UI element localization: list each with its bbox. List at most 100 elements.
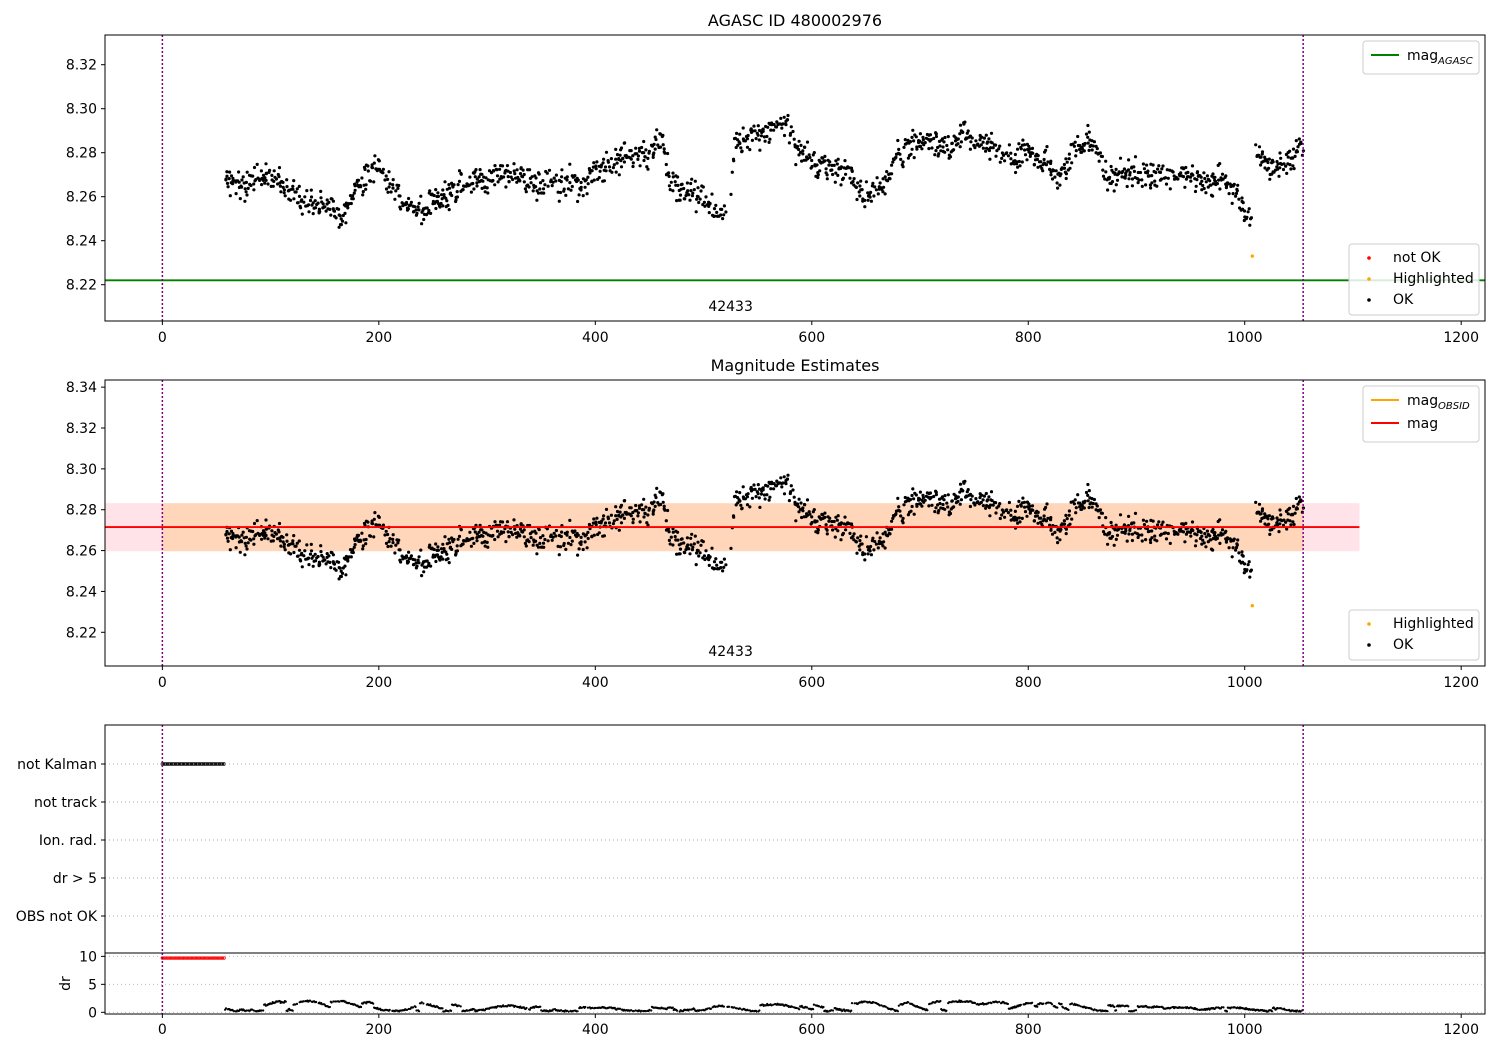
data-point-ok [1019, 504, 1023, 508]
data-point-ok [647, 149, 652, 153]
dr-point [1079, 1005, 1082, 1008]
data-point-ok [987, 506, 992, 510]
data-point-ok [666, 151, 670, 156]
data-point-ok [1067, 509, 1071, 513]
data-point-ok [552, 531, 556, 535]
data-point-ok [611, 522, 616, 526]
data-point-ok [445, 552, 449, 556]
data-point-ok [797, 147, 801, 152]
data-point-ok [274, 532, 278, 536]
data-point-ok [722, 204, 727, 208]
data-point-ok [1257, 145, 1262, 149]
data-point-ok [291, 542, 295, 546]
data-point-ok [1259, 512, 1263, 516]
data-point-ok [1087, 130, 1091, 134]
data-point-ok [881, 544, 885, 548]
data-point-ok [752, 483, 756, 487]
data-point-ok [1234, 548, 1238, 552]
panel1-legend-lines [1362, 40, 1480, 75]
data-point-ok [446, 557, 450, 561]
data-point-ok [932, 494, 936, 499]
data-point-ok [740, 507, 744, 511]
data-point-ok [812, 151, 816, 155]
data-point-ok [1087, 489, 1091, 493]
data-point-ok [654, 495, 658, 500]
data-point-ok [1018, 164, 1022, 168]
data-point-ok [447, 183, 451, 187]
data-point-ok [261, 173, 266, 177]
data-point-ok [1104, 159, 1108, 163]
data-point-ok [1284, 520, 1288, 524]
dr-point [1225, 1010, 1229, 1013]
data-point-ok [475, 539, 479, 543]
data-point-ok [873, 539, 877, 544]
data-point-ok [680, 537, 684, 541]
data-point-ok [669, 535, 673, 539]
dr-point [539, 1005, 542, 1008]
data-point-ok [612, 163, 616, 167]
data-point-ok [303, 549, 307, 553]
dr-axis-label: dr [58, 976, 74, 991]
data-point-ok [1053, 530, 1057, 535]
legend-entry-label: mag [1407, 416, 1438, 432]
data-point-ok [878, 181, 882, 185]
flag-label: OBS not OK [16, 909, 98, 925]
dr-point [939, 999, 942, 1003]
data-point-ok [1000, 156, 1004, 160]
data-point-ok [472, 541, 476, 546]
data-point-ok [321, 555, 325, 559]
x-tick-label: 800 [1015, 330, 1042, 346]
data-point-ok [597, 531, 601, 535]
data-point-ok [923, 498, 927, 502]
data-point-ok [264, 171, 268, 175]
data-point-ok [478, 168, 482, 172]
data-point-ok [550, 184, 554, 188]
data-point-ok [658, 490, 663, 494]
data-point-ok [332, 562, 337, 566]
data-point-ok [857, 190, 861, 194]
data-point-ok [689, 189, 693, 193]
data-point-ok [332, 209, 337, 213]
flag-point [181, 762, 186, 766]
data-point-ok [351, 197, 355, 201]
panel1-frame [104, 34, 1486, 322]
data-point-ok [702, 200, 707, 204]
data-point-ok [682, 541, 686, 545]
data-point-ok [831, 528, 835, 532]
data-point-ok [495, 529, 500, 533]
data-point-ok [1204, 180, 1208, 184]
data-point-ok [485, 540, 489, 545]
data-point-ok [791, 488, 795, 492]
data-point-ok [592, 517, 596, 521]
data-point-ok [299, 199, 303, 203]
data-point-ok [1114, 537, 1118, 542]
data-point-ok [319, 544, 323, 548]
dr-point [1106, 1010, 1109, 1013]
data-point-ok [1112, 189, 1116, 193]
data-point-ok [1160, 523, 1164, 527]
data-point-ok [738, 499, 742, 503]
data-point-ok [455, 190, 459, 194]
data-point-ok [797, 153, 801, 157]
data-point-ok [678, 552, 682, 556]
flag-label: not Kalman [17, 757, 97, 773]
data-point-ok [272, 534, 276, 539]
data-point-ok [594, 523, 598, 527]
data-point-ok [447, 541, 452, 545]
data-point-ok [970, 494, 974, 498]
data-point-ok [297, 194, 302, 198]
data-point-ok [264, 518, 268, 522]
dr-point [907, 1001, 910, 1004]
legend-marker [1367, 298, 1371, 302]
data-point-ok [356, 533, 361, 538]
data-point-ok [739, 503, 743, 507]
data-point-ok [328, 207, 332, 211]
data-point-ok [249, 538, 253, 542]
data-point-ok [468, 175, 472, 179]
data-point-ok [481, 179, 485, 183]
data-point-ok [800, 159, 804, 163]
data-point-ok [882, 540, 886, 544]
data-point-ok [719, 213, 723, 217]
data-point-ok [228, 170, 232, 174]
data-point-ok [821, 513, 825, 517]
